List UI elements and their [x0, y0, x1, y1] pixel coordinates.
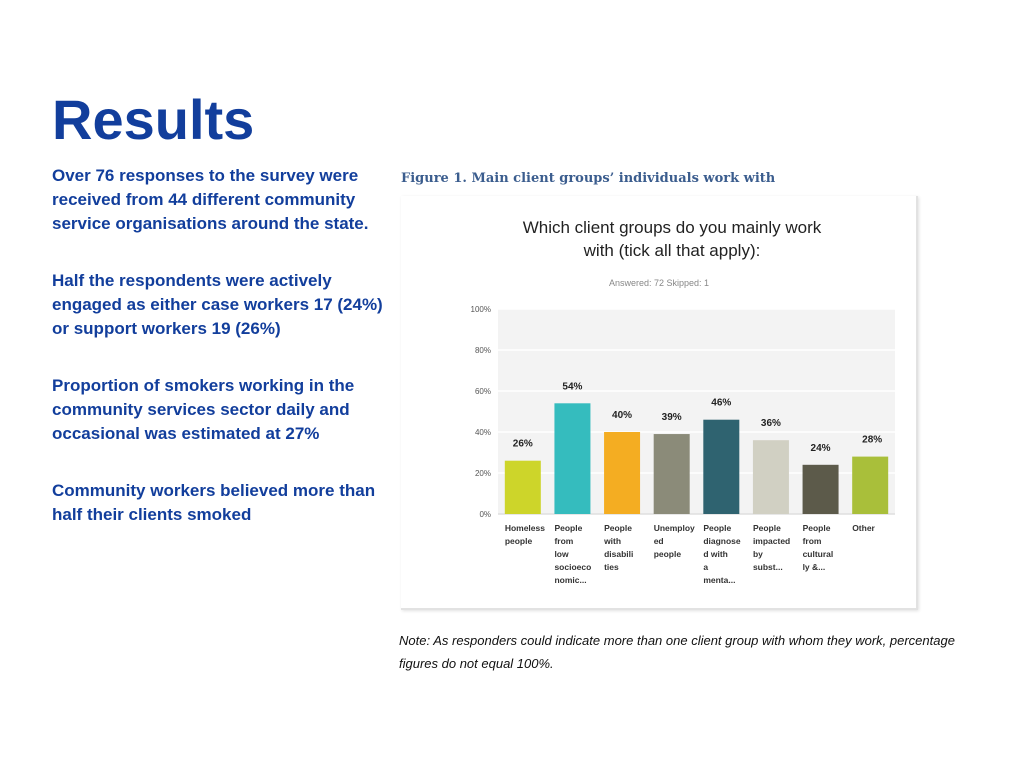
- x-category-label: from: [803, 536, 822, 546]
- bar: [703, 419, 740, 514]
- bar: [604, 432, 641, 514]
- x-category-label: by: [753, 549, 763, 559]
- x-category-label: Other: [852, 523, 875, 533]
- slide-title: Results: [52, 88, 255, 151]
- bar: [852, 456, 889, 514]
- y-tick-label: 60%: [475, 387, 491, 396]
- x-category-label: ly &...: [803, 562, 826, 572]
- x-category-label: People: [604, 523, 632, 533]
- bar: [752, 440, 789, 514]
- x-category-label: ed: [654, 536, 664, 546]
- y-tick-label: 0%: [479, 510, 491, 519]
- x-category-label: People: [703, 523, 731, 533]
- x-category-label: Unemploy: [654, 523, 695, 533]
- x-category-label: People: [803, 523, 831, 533]
- chart-subtitle: Answered: 72 Skipped: 1: [609, 278, 709, 288]
- bar-value-label: 40%: [612, 410, 632, 421]
- bar-value-label: 54%: [562, 381, 582, 392]
- x-category-label: menta...: [703, 575, 735, 585]
- x-category-label: subst...: [753, 562, 783, 572]
- x-category-label: d with: [703, 549, 728, 559]
- y-tick-label: 40%: [475, 428, 491, 437]
- chart-title-line: with (tick all that apply):: [583, 241, 761, 260]
- x-category-label: low: [554, 549, 569, 559]
- bar: [554, 403, 591, 514]
- bar-value-label: 36%: [761, 418, 781, 429]
- y-tick-label: 20%: [475, 469, 491, 478]
- bar: [802, 464, 839, 514]
- x-category-label: People: [753, 523, 781, 533]
- x-category-label: People: [554, 523, 582, 533]
- figure-note: Note: As responders could indicate more …: [399, 633, 955, 671]
- bar-value-label: 39%: [662, 412, 682, 423]
- y-tick-label: 100%: [471, 305, 491, 314]
- bullet-responses: Over 76 responses to the survey were rec…: [52, 166, 369, 233]
- x-category-label: disabili: [604, 549, 633, 559]
- bar-chart: Which client groups do you mainly work wi…: [471, 218, 895, 585]
- x-category-label: diagnose: [703, 536, 741, 546]
- x-category-label: cultural: [803, 549, 834, 559]
- x-category-label: socioeco: [554, 562, 591, 572]
- y-tick-label: 80%: [475, 346, 491, 355]
- bar-value-label: 26%: [513, 439, 533, 450]
- bullet-smokers-proportion: Proportion of smokers working in the com…: [52, 376, 355, 443]
- chart-title-line: Which client groups do you mainly work: [523, 218, 822, 237]
- x-category-label: impacted: [753, 536, 790, 546]
- x-category-label: people: [505, 536, 533, 546]
- x-category-label: ties: [604, 562, 619, 572]
- bar-value-label: 24%: [811, 443, 831, 454]
- x-category-label: with: [603, 536, 621, 546]
- figure-caption: Figure 1. Main client groups’ individual…: [401, 171, 776, 186]
- chart-panel: Which client groups do you mainly work wi…: [401, 196, 918, 610]
- bar-value-label: 28%: [862, 435, 882, 446]
- bar-value-label: 46%: [711, 398, 731, 409]
- x-category-label: people: [654, 549, 682, 559]
- bullet-respondents-roles: Half the respondents were actively engag…: [52, 271, 383, 338]
- bar: [504, 460, 541, 514]
- x-category-label: Homeless: [505, 523, 545, 533]
- bar: [653, 434, 690, 514]
- bullet-list: Over 76 responses to the survey were rec…: [52, 164, 387, 560]
- x-category-label: a: [703, 562, 708, 572]
- bullet-clients-smoked: Community workers believed more than hal…: [52, 481, 376, 524]
- x-category-label: from: [554, 536, 573, 546]
- x-category-label: nomic...: [554, 575, 586, 585]
